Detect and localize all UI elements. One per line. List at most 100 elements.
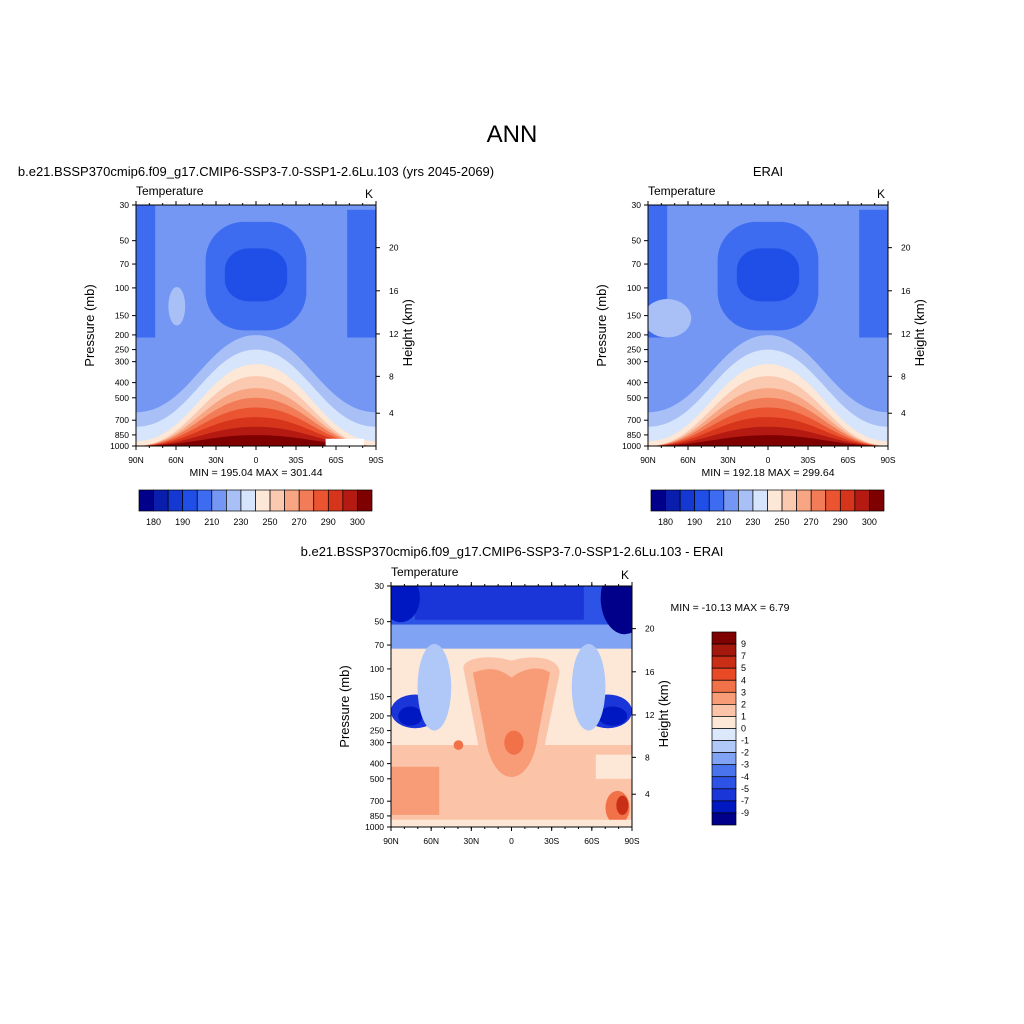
contour-field [648, 205, 888, 446]
y-tick-label: 70 [632, 259, 642, 269]
contour-band [859, 209, 888, 338]
contour-band [415, 586, 584, 620]
panel-title: b.e21.BSSP370cmip6.f09_g17.CMIP6-SSP3-7.… [18, 164, 494, 179]
y-axis-label-right: Height (km) [912, 299, 927, 366]
colorbar-label: 290 [321, 517, 336, 527]
colorbar-label: -2 [741, 748, 749, 758]
y-axis-label: Pressure (mb) [82, 284, 97, 366]
colorbar-label: 1 [741, 711, 746, 721]
units-label: K [621, 568, 629, 582]
colorbar-label: -1 [741, 736, 749, 746]
colorbar-label: -4 [741, 772, 749, 782]
colorbar-swatch [138, 489, 154, 512]
contour-field [136, 205, 376, 446]
units-label: K [877, 187, 885, 201]
contour-band [136, 435, 376, 446]
colorbar-swatch [767, 489, 783, 512]
colorbar-label: 190 [687, 517, 702, 527]
y-tick-label: 1000 [110, 441, 129, 451]
colorbar-label: 290 [833, 517, 848, 527]
colorbar-swatch [723, 489, 739, 512]
x-tick-label: 30N [720, 455, 736, 465]
y-tick-label: 200 [627, 330, 641, 340]
colorbar-swatch [269, 489, 285, 512]
x-tick-label: 60N [680, 455, 696, 465]
y-tick-label: 100 [115, 283, 129, 293]
colorbar-label: 0 [741, 724, 746, 734]
variable-label: Temperature [648, 184, 716, 198]
panel-2: b.e21.BSSP370cmip6.f09_g17.CMIP6-SSP3-7.… [301, 544, 790, 846]
height-tick-label: 8 [389, 371, 394, 381]
y-tick-label: 700 [115, 415, 129, 425]
min-max-stats: MIN = 195.04 MAX = 301.44 [189, 467, 322, 479]
x-tick-label: 60S [584, 836, 599, 846]
height-tick-label: 20 [901, 243, 911, 253]
colorbar-swatch [711, 704, 737, 717]
y-tick-label: 850 [627, 430, 641, 440]
variable-label: Temperature [136, 184, 204, 198]
height-tick-label: 8 [901, 371, 906, 381]
x-tick-label: 90N [383, 836, 399, 846]
contour-band [472, 668, 551, 777]
x-tick-label: 30N [464, 836, 480, 846]
y-tick-label: 30 [120, 200, 130, 210]
contour-band [391, 766, 440, 815]
y-axis-label-right: Height (km) [656, 680, 671, 747]
x-tick-label: 60N [168, 455, 184, 465]
y-axis-label-right: Height (km) [400, 299, 415, 366]
colorbar-swatch [839, 489, 856, 512]
colorbar-swatch [711, 812, 737, 826]
colorbar-swatch [711, 643, 737, 657]
x-tick-label: 0 [766, 455, 771, 465]
colorbar-label: 250 [263, 517, 278, 527]
x-tick-label: 30N [208, 455, 224, 465]
panel-title: b.e21.BSSP370cmip6.f09_g17.CMIP6-SSP3-7.… [301, 544, 724, 559]
contour-band [571, 643, 606, 731]
height-tick-label: 4 [901, 408, 906, 418]
y-tick-label: 250 [370, 726, 384, 736]
colorbar-label: 190 [175, 517, 190, 527]
colorbar-label: -3 [741, 760, 749, 770]
colorbar-swatch [869, 489, 885, 512]
contour-band [224, 248, 288, 302]
colorbar-swatch [711, 740, 737, 753]
contour-band [598, 706, 628, 726]
missing-data [325, 438, 364, 446]
y-tick-label: 500 [115, 393, 129, 403]
colorbar-label: -5 [741, 784, 749, 794]
y-tick-label: 30 [375, 581, 385, 591]
y-tick-label: 100 [627, 283, 641, 293]
colorbar-swatch [711, 667, 737, 681]
colorbar-swatch [711, 716, 737, 729]
colorbar-label: 210 [716, 517, 731, 527]
colorbar-swatch [650, 489, 666, 512]
x-tick-label: 60S [840, 455, 855, 465]
contour-band [398, 706, 423, 726]
colorbar-swatch [153, 489, 169, 512]
height-tick-label: 12 [389, 329, 399, 339]
colorbar-swatch [167, 489, 184, 512]
colorbar-swatch [313, 489, 329, 512]
colorbar-swatch [284, 489, 300, 512]
height-tick-label: 20 [389, 243, 399, 253]
contour-field [391, 586, 632, 827]
x-tick-label: 60N [423, 836, 439, 846]
contour-band [648, 298, 692, 338]
y-tick-label: 850 [370, 811, 384, 821]
colorbar-label: 2 [741, 699, 746, 709]
x-tick-label: 90S [880, 455, 895, 465]
colorbar-label: 180 [146, 517, 161, 527]
colorbar-swatch [694, 489, 710, 512]
y-tick-label: 200 [370, 711, 384, 721]
contour-band [391, 819, 632, 827]
contour-band [168, 286, 186, 326]
height-tick-label: 12 [645, 710, 655, 720]
colorbar-swatch [196, 489, 213, 512]
contour-band [347, 209, 376, 338]
colorbar-swatch [679, 489, 696, 512]
x-tick-label: 0 [509, 836, 514, 846]
colorbar-swatch [240, 489, 256, 512]
x-tick-label: 60S [328, 455, 343, 465]
